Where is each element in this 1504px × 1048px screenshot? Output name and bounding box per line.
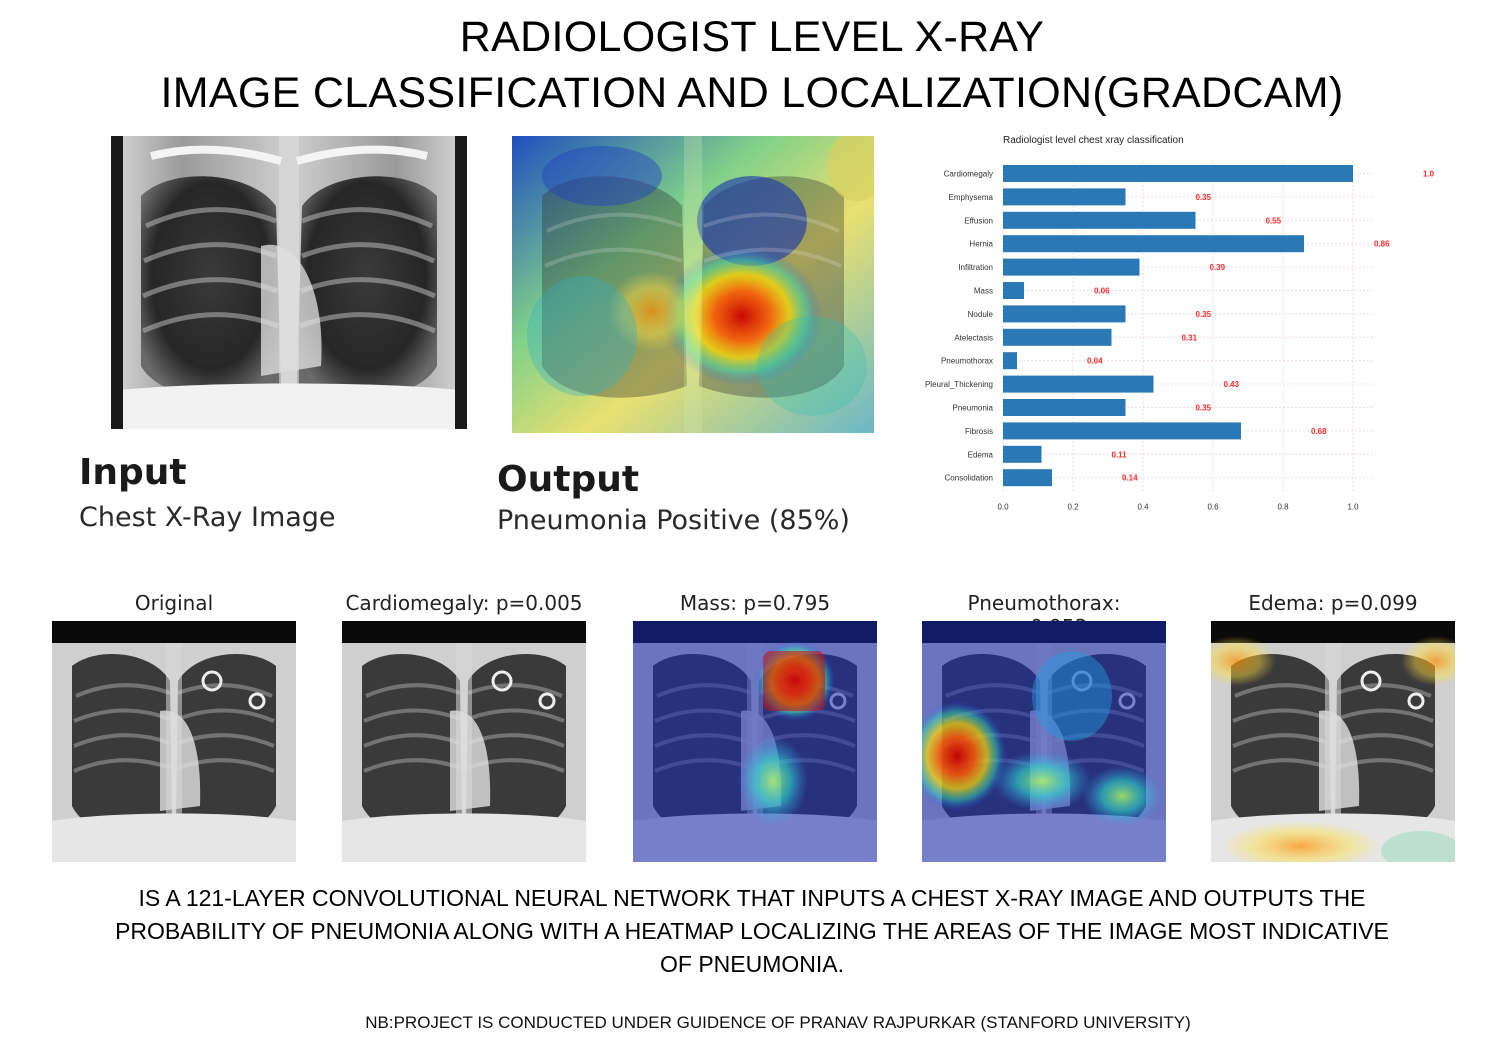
- input-subheading: Chest X-Ray Image: [79, 502, 336, 533]
- x-tick-label: 0.6: [1207, 503, 1219, 512]
- panel-xray-image: [1211, 621, 1455, 862]
- description-line-1: IS A 121-LAYER CONVOLUTIONAL NEURAL NETW…: [138, 885, 1366, 911]
- panel-xray-image: [52, 621, 296, 862]
- bar-pneumonia: [1003, 399, 1126, 416]
- category-label: Fibrosis: [965, 427, 993, 436]
- classification-bar-chart: Radiologist level chest xray classificat…: [905, 128, 1450, 528]
- bar-edema: [1003, 445, 1042, 463]
- input-xray-image: [111, 136, 467, 429]
- bar-pleural-thickening: [1003, 375, 1154, 393]
- bar-atelectasis: [1003, 328, 1112, 346]
- footer-note: NB:PROJECT IS CONDUCTED UNDER GUIDENCE O…: [365, 1013, 1191, 1032]
- description-line-3: OF PNEUMONIA.: [659, 951, 844, 977]
- description-line-2: PROBABILITY OF PNEUMONIA ALONG WITH A HE…: [115, 918, 1389, 944]
- x-tick-label: 0.8: [1277, 503, 1289, 512]
- panel-title: Original: [134, 591, 214, 615]
- category-label: Pneumothorax: [941, 357, 993, 366]
- panel-title: Mass: p=0.795: [679, 591, 831, 615]
- value-label: 0.68: [1311, 427, 1327, 436]
- category-label: Atelectasis: [954, 333, 993, 342]
- category-label: Infiltration: [958, 263, 993, 272]
- bar-nodule: [1003, 305, 1126, 323]
- panel-xray-image: [633, 621, 877, 862]
- category-label: Edema: [968, 450, 994, 459]
- value-label: 0.39: [1210, 263, 1226, 272]
- panel-title: Edema: p=0.099: [1248, 591, 1418, 615]
- value-label: 0.35: [1196, 193, 1212, 202]
- page-title-line-2: IMAGE CLASSIFICATION AND LOCALIZATION(GR…: [160, 69, 1344, 117]
- category-label: Emphysema: [949, 193, 994, 202]
- category-label: Hernia: [969, 240, 993, 249]
- bar-fibrosis: [1003, 422, 1241, 440]
- category-label: Cardiomegaly: [944, 170, 993, 179]
- category-label: Effusion: [964, 216, 993, 225]
- input-heading: Input: [79, 452, 187, 493]
- value-label: 0.31: [1182, 333, 1198, 342]
- value-label: 0.35: [1196, 310, 1212, 319]
- panel-xray-image: [922, 621, 1166, 862]
- category-label: Nodule: [968, 310, 994, 319]
- value-label: 1.0: [1423, 170, 1435, 179]
- value-label: 0.55: [1266, 216, 1282, 225]
- description: IS A 121-LAYER CONVOLUTIONAL NEURAL NETW…: [0, 882, 1504, 981]
- value-label: 0.14: [1122, 474, 1138, 483]
- x-tick-label: 0.0: [997, 503, 1009, 512]
- value-label: 0.11: [1112, 450, 1128, 459]
- page-title-line-1: RADIOLOGIST LEVEL X-RAY: [459, 13, 1045, 61]
- output-heatmap-image: [512, 136, 874, 433]
- value-label: 0.43: [1224, 380, 1240, 389]
- bar-hernia: [1003, 235, 1304, 253]
- bar-infiltration: [1003, 258, 1140, 276]
- value-label: 0.06: [1094, 287, 1110, 296]
- value-label: 0.86: [1374, 240, 1390, 249]
- x-tick-label: 0.2: [1067, 503, 1079, 512]
- panel-title: Cardiomegaly: p=0.005: [345, 591, 583, 615]
- output-heading: Output: [497, 459, 640, 500]
- chart-svg: Radiologist level chest xray classificat…: [925, 135, 1435, 512]
- category-label: Pleural_Thickening: [925, 380, 993, 389]
- category-label: Pneumonia: [953, 404, 994, 413]
- bar-emphysema: [1003, 188, 1126, 206]
- value-label: 0.35: [1196, 404, 1212, 413]
- category-label: Mass: [974, 287, 993, 296]
- bar-cardiomegaly: [1003, 165, 1353, 182]
- x-tick-label: 1.0: [1347, 503, 1359, 512]
- bar-consolidation: [1003, 469, 1052, 487]
- category-label: Consolidation: [945, 474, 993, 483]
- x-tick-label: 0.4: [1137, 503, 1149, 512]
- bar-pneumothorax: [1003, 352, 1017, 370]
- panel-xray-image: [342, 621, 586, 862]
- bar-effusion: [1003, 211, 1196, 229]
- output-subheading: Pneumonia Positive (85%): [497, 505, 850, 536]
- value-label: 0.04: [1087, 357, 1103, 366]
- bar-mass: [1003, 282, 1024, 299]
- chart-title: Radiologist level chest xray classificat…: [1003, 135, 1184, 146]
